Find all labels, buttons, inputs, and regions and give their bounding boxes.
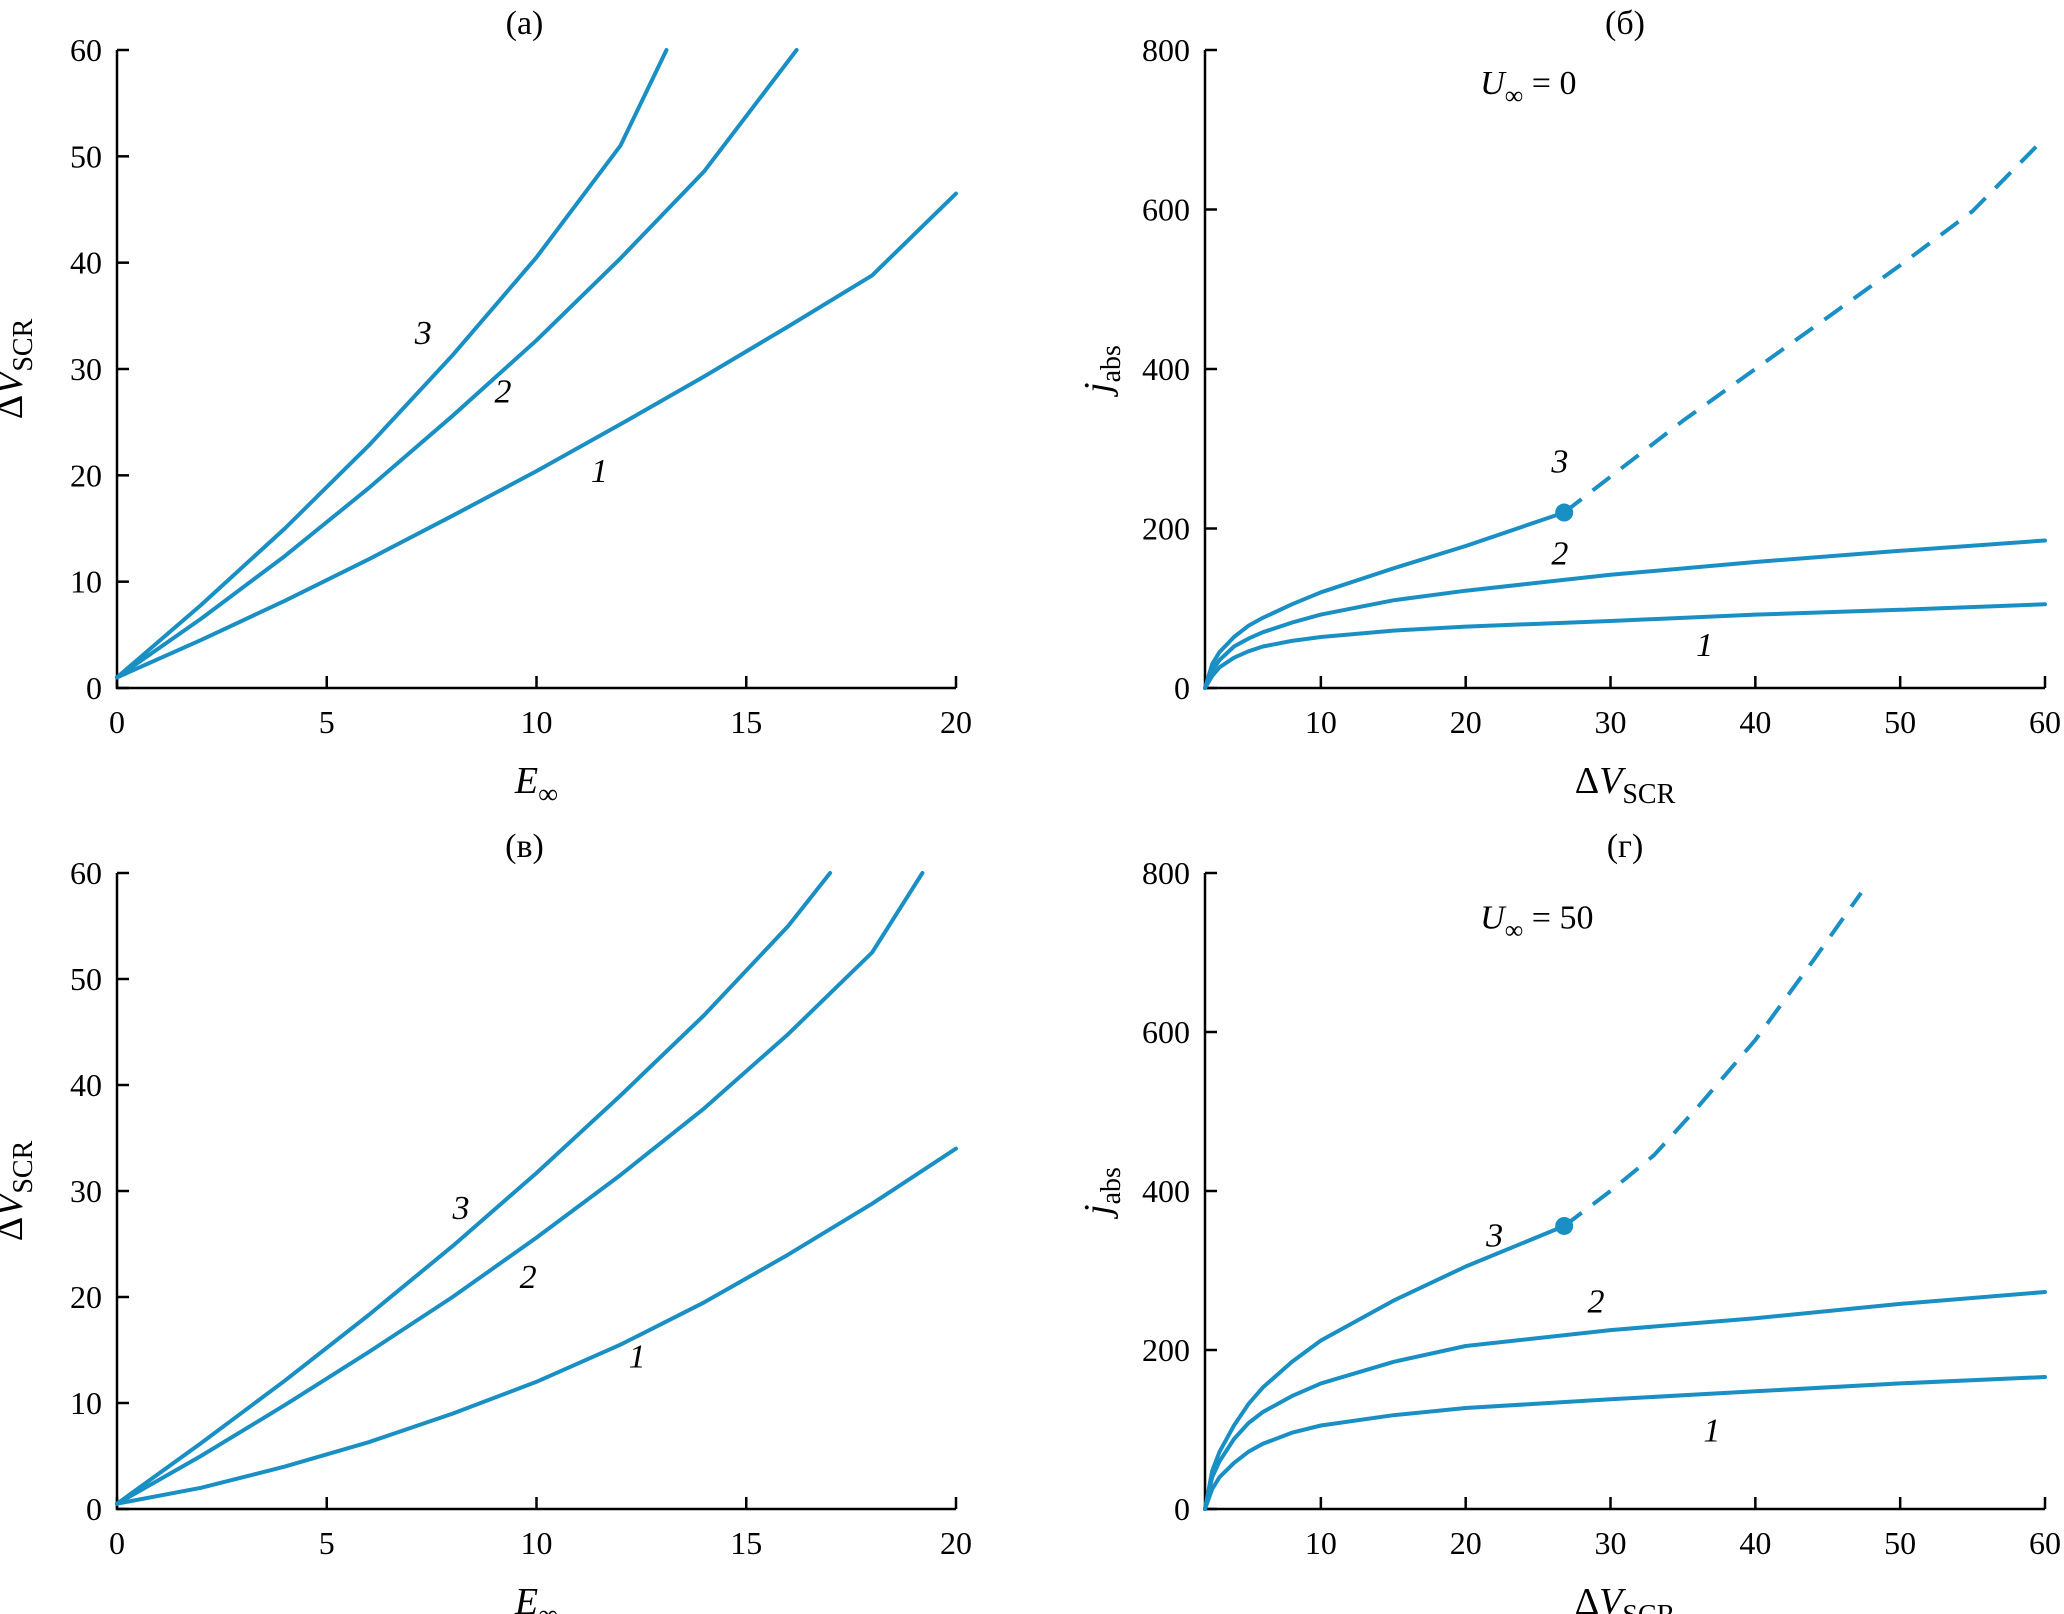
y-axis-label: jabs (1077, 345, 1127, 398)
x-tick-label: 60 (2029, 1525, 2061, 1561)
y-tick-label: 600 (1142, 192, 1190, 228)
curve-label-1: 1 (1696, 627, 1713, 664)
x-tick-label: 20 (1450, 1525, 1482, 1561)
x-tick-label: 50 (1884, 1525, 1916, 1561)
y-tick-label: 50 (70, 961, 102, 997)
axes-frame (1203, 50, 2045, 690)
x-tick-label: 30 (1595, 704, 1627, 740)
y-tick-label: 20 (70, 457, 102, 493)
curve-label-2: 2 (1588, 1284, 1605, 1321)
y-tick-label: 60 (70, 855, 102, 891)
panel-title: (б) (1605, 5, 1645, 42)
series-line-3 (1203, 510, 1567, 690)
series-line-3 (1203, 1224, 1567, 1511)
x-tick-label: 10 (1305, 1525, 1337, 1561)
curve-label-3: 3 (1485, 1218, 1503, 1255)
y-tick-label: 10 (70, 1385, 102, 1421)
y-tick-label: 0 (1174, 1491, 1190, 1527)
series-3-dashed-extension (1562, 891, 1863, 1228)
y-tick-label: 600 (1142, 1014, 1190, 1050)
chart-panel-b: 10 20 30 40 50 600200400600800(б)ΔVSCRjabsU∞ … (1077, 5, 2061, 810)
y-tick-label: 40 (70, 1067, 102, 1103)
curve-label-1: 1 (629, 1338, 646, 1375)
x-tick-label: 15 (730, 704, 762, 740)
y-axis-label: jabs (1077, 1167, 1127, 1220)
x-axis-label: E∞ (514, 760, 558, 810)
chart-panel-a: 0 5 10 15 20 0 10 20 30 40 50 60 (а) E∞ ΔVSCR 1 2 3 (0, 5, 972, 810)
series-line-1 (1203, 1375, 2047, 1511)
x-axis-label: ΔVSCR (1575, 760, 1676, 810)
curve-label-3: 3 (414, 315, 432, 352)
x-tick-label: 40 (1739, 704, 1771, 740)
x-tick-label: 10 (1305, 704, 1337, 740)
series-line-2 (1203, 538, 2047, 690)
y-tick-label: 400 (1142, 1173, 1190, 1209)
panel-title: (г) (1607, 828, 1644, 865)
annotation-u-infinity: U∞ = 50 (1480, 900, 1593, 945)
curve-label-2: 2 (494, 373, 511, 410)
y-tick-label: 50 (70, 138, 102, 174)
x-tick-label: 20 (940, 1525, 972, 1561)
y-tick-label: 60 (70, 32, 102, 68)
x-tick-label: 5 (319, 704, 335, 740)
y-tick-label: 0 (86, 1491, 102, 1527)
series-line-3 (115, 871, 833, 1506)
x-axis-label: ΔVSCR (1575, 1581, 1676, 1614)
series-line-3 (115, 48, 669, 680)
curve-label-1: 1 (1703, 1413, 1720, 1450)
y-tick-label: 200 (1142, 1332, 1190, 1368)
chart-panel-v: 0 5 10 15 20 0 10 20 30 40 50 60 (в) E∞ ΔVSCR 1 2 3 (0, 828, 972, 1614)
x-tick-label: 15 (730, 1525, 762, 1561)
y-axis-label: ΔVSCR (0, 318, 39, 419)
series-line-1 (1203, 602, 2047, 690)
y-tick-label: 30 (70, 1173, 102, 1209)
panel-title: (в) (505, 828, 544, 865)
series-line-2 (1203, 1290, 2047, 1511)
curve-label-3: 3 (1550, 444, 1568, 481)
x-tick-label: 20 (940, 704, 972, 740)
x-tick-label: 30 (1595, 1525, 1627, 1561)
curve-label-3: 3 (451, 1190, 469, 1227)
x-tick-label: 40 (1739, 1525, 1771, 1561)
y-tick-label: 20 (70, 1279, 102, 1315)
y-tick-label: 0 (86, 670, 102, 706)
y-tick-label: 30 (70, 351, 102, 387)
x-tick-label: 0 (109, 704, 125, 740)
x-tick-label: 10 (521, 1525, 553, 1561)
annotation-u-infinity: U∞ = 0 (1480, 65, 1576, 110)
x-tick-label: 0 (109, 1525, 125, 1561)
x-tick-label: 10 (521, 704, 553, 740)
x-tick-label: 20 (1450, 704, 1482, 740)
curve-label-1: 1 (591, 453, 608, 490)
x-axis-label: E∞ (514, 1581, 558, 1614)
x-tick-label: 50 (1884, 704, 1916, 740)
curve-label-2: 2 (1551, 535, 1568, 572)
series-3-dashed-extension (1562, 136, 2047, 515)
y-tick-label: 400 (1142, 351, 1190, 387)
series-line-2 (115, 48, 799, 680)
curve-label-2: 2 (520, 1259, 537, 1296)
y-axis-label: ΔVSCR (0, 1140, 39, 1241)
x-tick-label: 60 (2029, 704, 2061, 740)
y-tick-label: 40 (70, 245, 102, 281)
axes-frame (115, 50, 956, 690)
y-tick-label: 800 (1142, 32, 1190, 68)
series-line-2 (115, 871, 925, 1506)
y-tick-label: 0 (1174, 670, 1190, 706)
series-line-1 (115, 191, 958, 680)
axes-frame (1203, 873, 2045, 1511)
chart-panel-g: 1020304050600200400600800(г)ΔVSCRjabsU∞ … (1077, 828, 2061, 1614)
x-tick-label: 5 (319, 1525, 335, 1561)
panel-title: (а) (506, 5, 544, 42)
y-tick-label: 10 (70, 564, 102, 600)
series-line-1 (115, 1146, 958, 1506)
y-tick-label: 800 (1142, 855, 1190, 891)
y-tick-label: 200 (1142, 511, 1190, 547)
